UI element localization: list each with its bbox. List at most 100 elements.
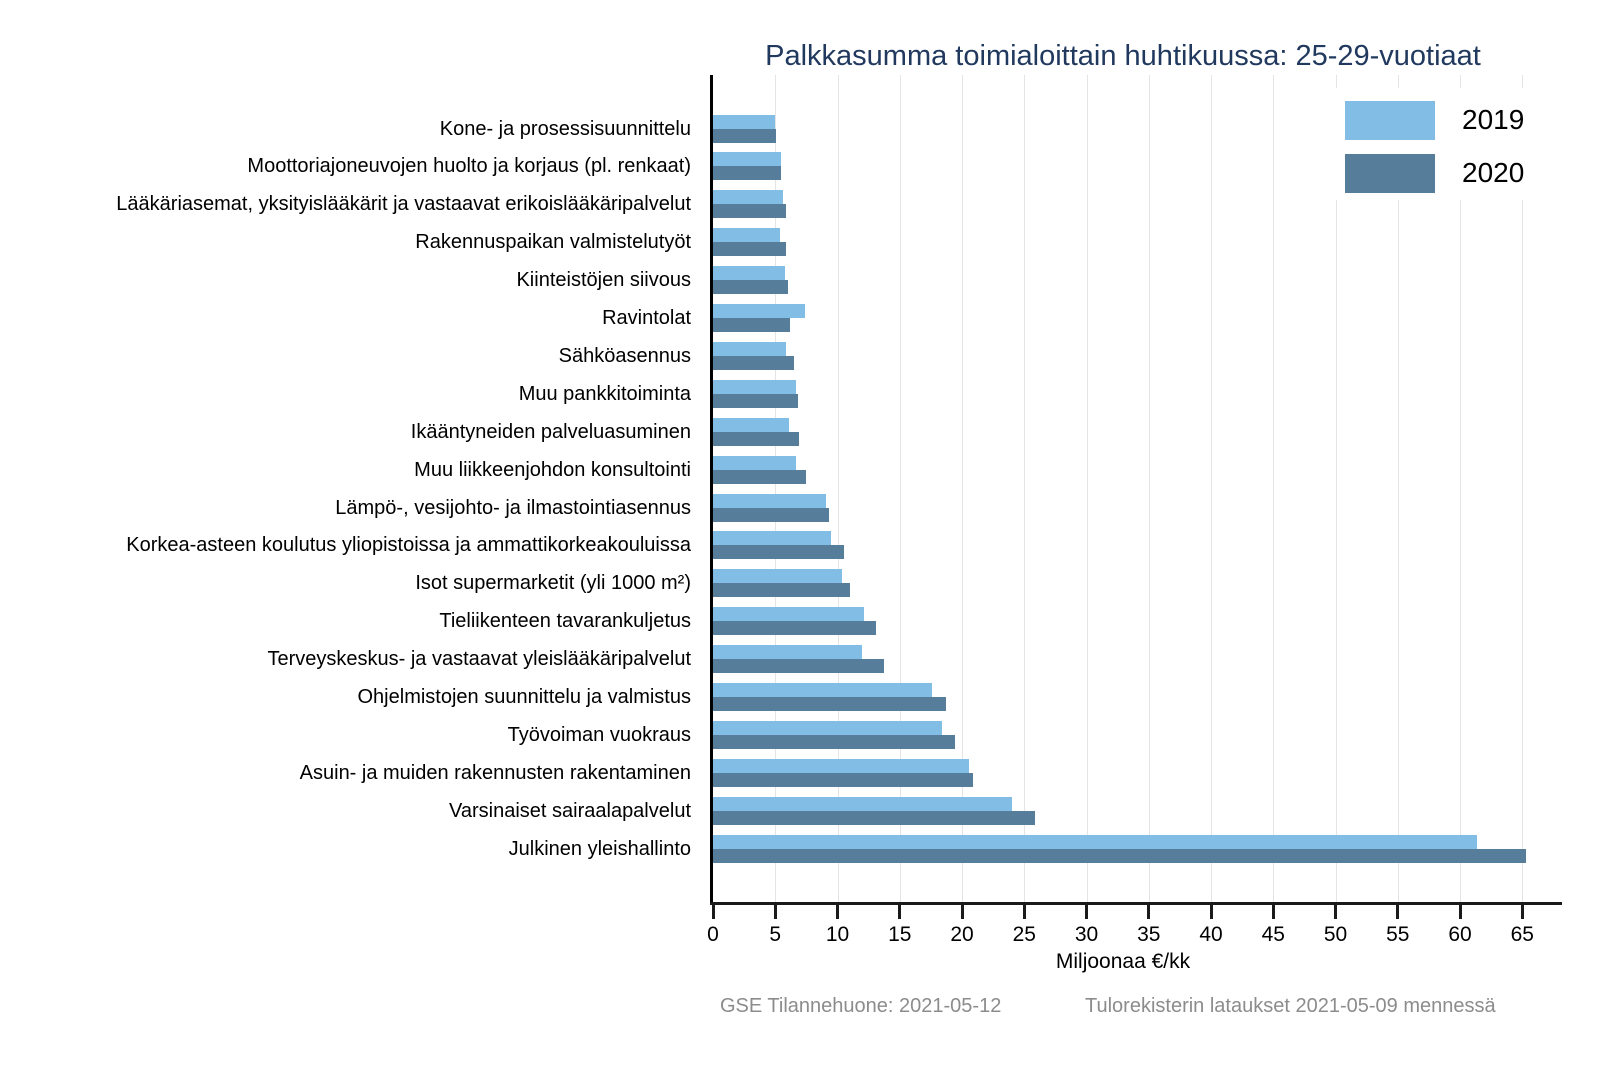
bar-2019-20 (713, 834, 1478, 849)
bar-2020-10 (713, 469, 807, 484)
x-tick-30 (1085, 905, 1088, 919)
x-tick-55 (1396, 905, 1400, 919)
y-axis-spine (710, 75, 713, 905)
category-label-11: Lämpö-, vesijohto- ja ilmastointiasennus (335, 496, 691, 519)
x-tick-25 (1022, 905, 1026, 919)
legend-swatch-2019 (1345, 101, 1435, 140)
x-tick-label-55: 55 (1386, 923, 1410, 946)
category-label-18: Asuin- ja muiden rakennusten rakentamine… (299, 761, 691, 784)
gridline-x-60 (1460, 75, 1461, 902)
x-tick-label-20: 20 (950, 923, 974, 946)
category-label-15: Terveyskeskus- ja vastaavat yleislääkäri… (267, 648, 691, 671)
gridline-x-35 (1148, 75, 1150, 902)
legend-swatch-2020 (1345, 154, 1435, 193)
x-tick-60 (1458, 905, 1462, 919)
x-tick-label-45: 45 (1261, 923, 1285, 946)
bar-2019-11 (713, 493, 827, 508)
gridline-x-40 (1211, 75, 1212, 902)
bar-2020-17 (713, 734, 955, 749)
x-tick-45 (1271, 905, 1275, 919)
category-label-2: Moottoriajoneuvojen huolto ja korjaus (p… (247, 155, 691, 178)
x-tick-20 (960, 905, 964, 919)
bar-2019-15 (713, 645, 863, 660)
category-label-6: Ravintolat (602, 307, 691, 329)
legend-item-2020: 2020 (1330, 154, 1555, 193)
x-tick-65 (1520, 905, 1524, 919)
bar-2020-13 (713, 583, 850, 598)
category-label-16: Ohjelmistojen suunnittelu ja valmistus (357, 686, 692, 708)
x-tick-label-15: 15 (888, 923, 912, 946)
x-axis-title: Miljoonaa €/kk (1055, 950, 1191, 973)
bar-2020-19 (713, 810, 1036, 825)
x-tick-0 (711, 905, 715, 919)
chart-title: Palkkasumma toimialoittain huhtikuussa: … (765, 40, 1481, 72)
bar-2019-13 (713, 569, 843, 584)
x-tick-label-65: 65 (1510, 923, 1534, 946)
bar-2020-6 (713, 318, 791, 332)
footer-source-right: Tulorekisterin lataukset 2021-05-09 menn… (1085, 995, 1496, 1017)
bar-2019-6 (713, 304, 806, 318)
bar-2019-10 (713, 455, 797, 470)
gridline-x-20 (962, 75, 963, 902)
bar-2019-2 (713, 152, 782, 167)
bar-2019-9 (713, 417, 789, 432)
legend-label-2020: 2020 (1462, 157, 1525, 188)
x-tick-15 (898, 905, 902, 919)
footer-source-left: GSE Tilannehuone: 2021-05-12 (720, 995, 1002, 1017)
gridline-x-5 (775, 75, 777, 902)
bar-2019-16 (713, 683, 933, 697)
x-axis-spine (710, 902, 1562, 905)
x-tick-label-5: 5 (769, 923, 782, 946)
bar-2019-17 (713, 720, 943, 735)
bar-2019-3 (713, 190, 783, 205)
category-label-3: Lääkäriasemat, yksityislääkärit ja vasta… (116, 193, 691, 216)
bar-2020-4 (713, 242, 787, 257)
category-label-4: Rakennuspaikan valmistelutyöt (415, 231, 691, 254)
gridline-x-10 (837, 75, 839, 902)
plot-area: 0 5 10 15 20 25 30 35 40 45 50 55 60 65 (707, 75, 1563, 946)
bar-2020-8 (713, 393, 798, 408)
bar-2020-7 (713, 355, 794, 370)
category-label-10: Muu liikkeenjohdon konsultointi (414, 458, 691, 481)
category-label-8: Muu pankkitoiminta (518, 382, 691, 405)
bar-2020-3 (713, 204, 787, 219)
x-tick-10 (836, 905, 839, 919)
bar-2019-19 (713, 796, 1012, 811)
category-label-20: Julkinen yleishallinto (508, 837, 691, 860)
bar-2019-7 (713, 341, 787, 356)
x-tick-label-0: 0 (707, 923, 719, 946)
bar-2020-15 (713, 659, 884, 674)
gridline-x-30 (1086, 75, 1088, 902)
x-tick-label-40: 40 (1199, 923, 1223, 946)
bar-2020-12 (713, 545, 844, 560)
bar-2019-18 (713, 758, 970, 773)
x-tick-label-60: 60 (1448, 923, 1472, 946)
legend: 2019 2020 (1330, 88, 1555, 200)
legend-item-2019: 2019 (1330, 101, 1555, 140)
bar-2020-1 (713, 128, 777, 143)
category-label-14: Tieliikenteen tavarankuljetus (439, 610, 691, 633)
category-label-12: Korkea-asteen koulutus yliopistoissa ja … (126, 534, 691, 557)
bar-2020-9 (713, 431, 799, 446)
gridline-x-45 (1273, 75, 1275, 902)
category-label-5: Kiinteistöjen siivous (516, 269, 691, 292)
bar-2019-5 (713, 266, 786, 281)
x-tick-label-25: 25 (1012, 923, 1036, 946)
bar-2019-8 (713, 379, 797, 394)
bar-2020-16 (713, 697, 946, 711)
bar-2020-5 (713, 280, 788, 295)
legend-label-2019: 2019 (1462, 104, 1525, 135)
gridline-x-65 (1522, 75, 1524, 902)
gridline-x-25 (1024, 75, 1026, 902)
category-label-19: Varsinaiset sairaalapalvelut (449, 799, 691, 822)
category-label-13: Isot supermarketit (yli 1000 m²) (415, 572, 691, 595)
bar-2020-20 (713, 848, 1526, 863)
category-label-1: Kone- ja prosessisuunnittelu (439, 117, 691, 140)
bar-2019-1 (713, 114, 776, 129)
gridline-x-50 (1335, 75, 1337, 902)
bar-2020-2 (713, 166, 782, 181)
category-label-9: Ikääntyneiden palveluasuminen (410, 420, 691, 443)
x-tick-label-50: 50 (1323, 923, 1348, 946)
gridline-x-15 (899, 75, 901, 902)
